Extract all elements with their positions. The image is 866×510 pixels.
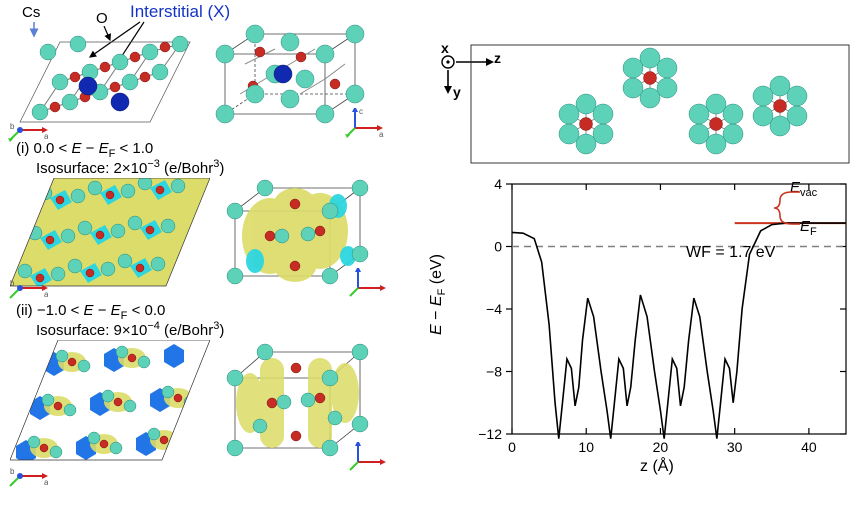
iso-ii-2d [10, 340, 210, 466]
svg-text:0: 0 [494, 239, 502, 255]
evac-bracket [774, 188, 804, 236]
tripod-6 [348, 442, 388, 474]
cs-label: Cs [22, 4, 40, 21]
svg-text:−12: −12 [478, 426, 502, 442]
tripod-1: a b [8, 112, 48, 142]
panel-ii-title: (ii) −1.0 < E − EF < 0.0 [16, 302, 165, 322]
svg-text:−8: −8 [486, 364, 502, 380]
slab-structure [470, 44, 850, 164]
svg-text:40: 40 [801, 439, 817, 455]
panel-i-iso: Isosurface: 2×10−3 (e/Bohr3) [36, 158, 224, 177]
inset-y-label: y [453, 84, 461, 100]
panel-i-title: (i) 0.0 < E − EF < 1.0 [16, 140, 153, 160]
wf-label: WF = 1.7 eV [686, 244, 775, 262]
svg-text:a: a [44, 478, 48, 487]
x-axis-label: z (Å) [640, 458, 674, 476]
y-axis-label: E − EF (eV) [428, 254, 448, 335]
tripod-3: a b [8, 272, 48, 300]
panel-ii-iso: Isosurface: 9×10−4 (e/Bohr3) [36, 320, 224, 339]
tripod-2: a c [345, 108, 385, 140]
svg-text:b: b [10, 122, 15, 131]
svg-text:b: b [10, 467, 15, 476]
svg-text:0: 0 [508, 439, 516, 455]
svg-text:b: b [10, 279, 15, 288]
svg-text:10: 10 [578, 439, 594, 455]
svg-text:c: c [359, 108, 363, 116]
svg-text:4: 4 [494, 176, 502, 192]
svg-text:a: a [44, 290, 48, 299]
svg-text:20: 20 [653, 439, 669, 455]
svg-text:a: a [379, 130, 384, 139]
tripod-5: a b [8, 460, 48, 488]
svg-text:−4: −4 [486, 301, 502, 317]
tripod-4 [348, 268, 388, 300]
inset-x-label: x [441, 40, 449, 56]
svg-text:30: 30 [727, 439, 743, 455]
